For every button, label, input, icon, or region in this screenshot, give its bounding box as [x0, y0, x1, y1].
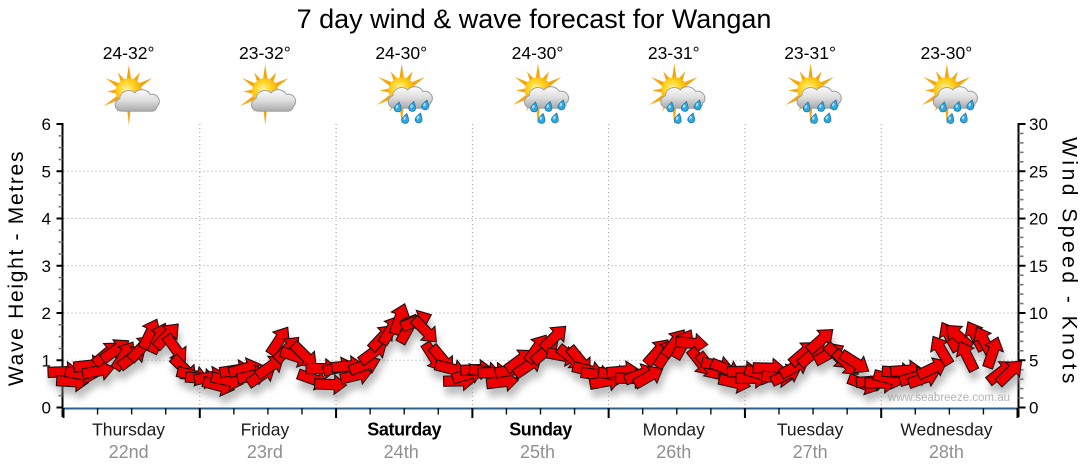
svg-text:23-30°: 23-30° [921, 43, 973, 63]
svg-text:28th: 28th [929, 442, 964, 462]
svg-text:26th: 26th [656, 442, 691, 462]
svg-text:Wind Speed - Knots: Wind Speed - Knots [1058, 137, 1080, 387]
svg-text:5: 5 [1029, 351, 1038, 370]
svg-text:15: 15 [1029, 257, 1048, 276]
svg-text:Wave Height - Metres: Wave Height - Metres [5, 150, 28, 386]
svg-text:2: 2 [42, 304, 51, 323]
svg-text:4: 4 [42, 210, 51, 229]
svg-text:5: 5 [42, 162, 51, 181]
svg-text:3: 3 [42, 257, 51, 276]
svg-text:Monday: Monday [643, 420, 706, 440]
svg-text:23-31°: 23-31° [648, 43, 700, 63]
svg-text:23-32°: 23-32° [239, 43, 291, 63]
svg-text:1: 1 [42, 351, 51, 370]
svg-text:0: 0 [1029, 399, 1038, 418]
svg-text:20: 20 [1029, 210, 1048, 229]
svg-text:Saturday: Saturday [367, 420, 441, 440]
svg-text:24-30°: 24-30° [512, 43, 564, 63]
svg-text:22nd: 22nd [109, 442, 149, 462]
svg-text:30: 30 [1029, 115, 1048, 134]
svg-text:Sunday: Sunday [509, 420, 572, 440]
svg-text:24-30°: 24-30° [375, 43, 427, 63]
svg-text:Thursday: Thursday [92, 420, 165, 440]
svg-text:23rd: 23rd [247, 442, 283, 462]
svg-text:Wednesday: Wednesday [900, 420, 992, 440]
svg-text:25th: 25th [520, 442, 555, 462]
svg-text:24th: 24th [384, 442, 419, 462]
svg-text:27th: 27th [793, 442, 828, 462]
svg-text:0: 0 [42, 399, 51, 418]
svg-text:Tuesday: Tuesday [777, 420, 844, 440]
svg-text:6: 6 [42, 115, 51, 134]
svg-text:7 day wind & wave forecast for: 7 day wind & wave forecast for Wangan [297, 4, 772, 34]
svg-text:10: 10 [1029, 304, 1048, 323]
svg-text:25: 25 [1029, 162, 1048, 181]
svg-text:23-31°: 23-31° [784, 43, 836, 63]
svg-text:24-32°: 24-32° [103, 43, 155, 63]
svg-text:Friday: Friday [241, 420, 290, 440]
svg-text:www.seabreeze.com.au: www.seabreeze.com.au [887, 392, 1010, 404]
